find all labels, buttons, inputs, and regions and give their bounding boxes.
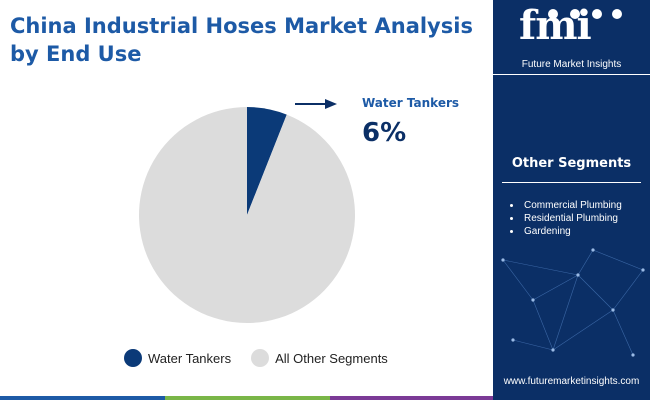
legend-item-water-tankers: Water Tankers: [124, 349, 231, 367]
pie-slice-water-tankers: [247, 107, 287, 215]
segment-item: Residential Plumbing: [510, 212, 622, 225]
legend-label-all-other-segments: All Other Segments: [275, 350, 388, 366]
pie-slice-all-other-segments: [139, 107, 355, 324]
network-decoration: [501, 248, 645, 357]
segment-item: Gardening: [510, 225, 622, 238]
pie-chart: [139, 107, 355, 324]
segments-divider: [502, 182, 641, 183]
segments-list: Commercial Plumbing Residential Plumbing…: [510, 199, 622, 238]
sidebar: fmi Future Market Insights Other Segment…: [493, 0, 650, 400]
bottom-bar-segment-blue: [0, 396, 165, 400]
other-segments-title: Other Segments: [511, 156, 632, 171]
legend-item-all-other-segments: All Other Segments: [251, 349, 388, 367]
callout-value: 6%: [362, 118, 407, 148]
legend-swatch-all-other-segments: [251, 349, 270, 367]
chart-title: China Industrial Hoses Market Analysis b…: [10, 14, 473, 66]
callout-label: Water Tankers: [362, 96, 460, 110]
chart-legend: Water Tankers All Other Segments: [124, 348, 408, 368]
logo-icons: [548, 9, 622, 19]
legend-label-water-tankers: Water Tankers: [148, 350, 232, 366]
website-link[interactable]: www.futuremarketinsights.com: [503, 376, 640, 387]
logo-caption: Future Market Insights: [521, 59, 622, 70]
bottom-bar-segment-purple: [330, 396, 493, 400]
segment-item: Commercial Plumbing: [510, 199, 622, 212]
legend-swatch-water-tankers: [124, 349, 142, 367]
logo[interactable]: fmi Future Market Insights: [493, 0, 650, 75]
bottom-bar-segment-green: [165, 396, 330, 400]
arrow-right-icon: [295, 99, 337, 109]
bottom-color-bar: [0, 396, 493, 400]
